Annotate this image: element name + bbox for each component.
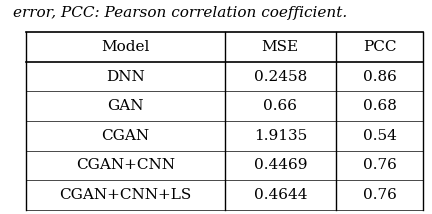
Text: MSE: MSE: [262, 40, 299, 54]
Text: 0.54: 0.54: [363, 129, 397, 143]
Text: 0.2458: 0.2458: [254, 70, 307, 83]
Text: CGAN+CNN: CGAN+CNN: [76, 158, 175, 172]
Text: 0.4644: 0.4644: [254, 188, 307, 202]
Text: 0.76: 0.76: [363, 188, 397, 202]
Text: error, PCC: Pearson correlation coefficient.: error, PCC: Pearson correlation coeffici…: [13, 6, 347, 20]
Text: 0.76: 0.76: [363, 158, 397, 172]
Text: 0.68: 0.68: [363, 99, 397, 113]
Text: CGAN: CGAN: [101, 129, 149, 143]
Text: PCC: PCC: [363, 40, 397, 54]
Text: GAN: GAN: [107, 99, 143, 113]
Text: Model: Model: [101, 40, 149, 54]
Text: 0.86: 0.86: [363, 70, 397, 83]
Text: DNN: DNN: [106, 70, 145, 83]
Text: CGAN+CNN+LS: CGAN+CNN+LS: [59, 188, 191, 202]
Text: 1.9135: 1.9135: [254, 129, 307, 143]
Text: 0.4469: 0.4469: [254, 158, 307, 172]
Text: 0.66: 0.66: [263, 99, 297, 113]
